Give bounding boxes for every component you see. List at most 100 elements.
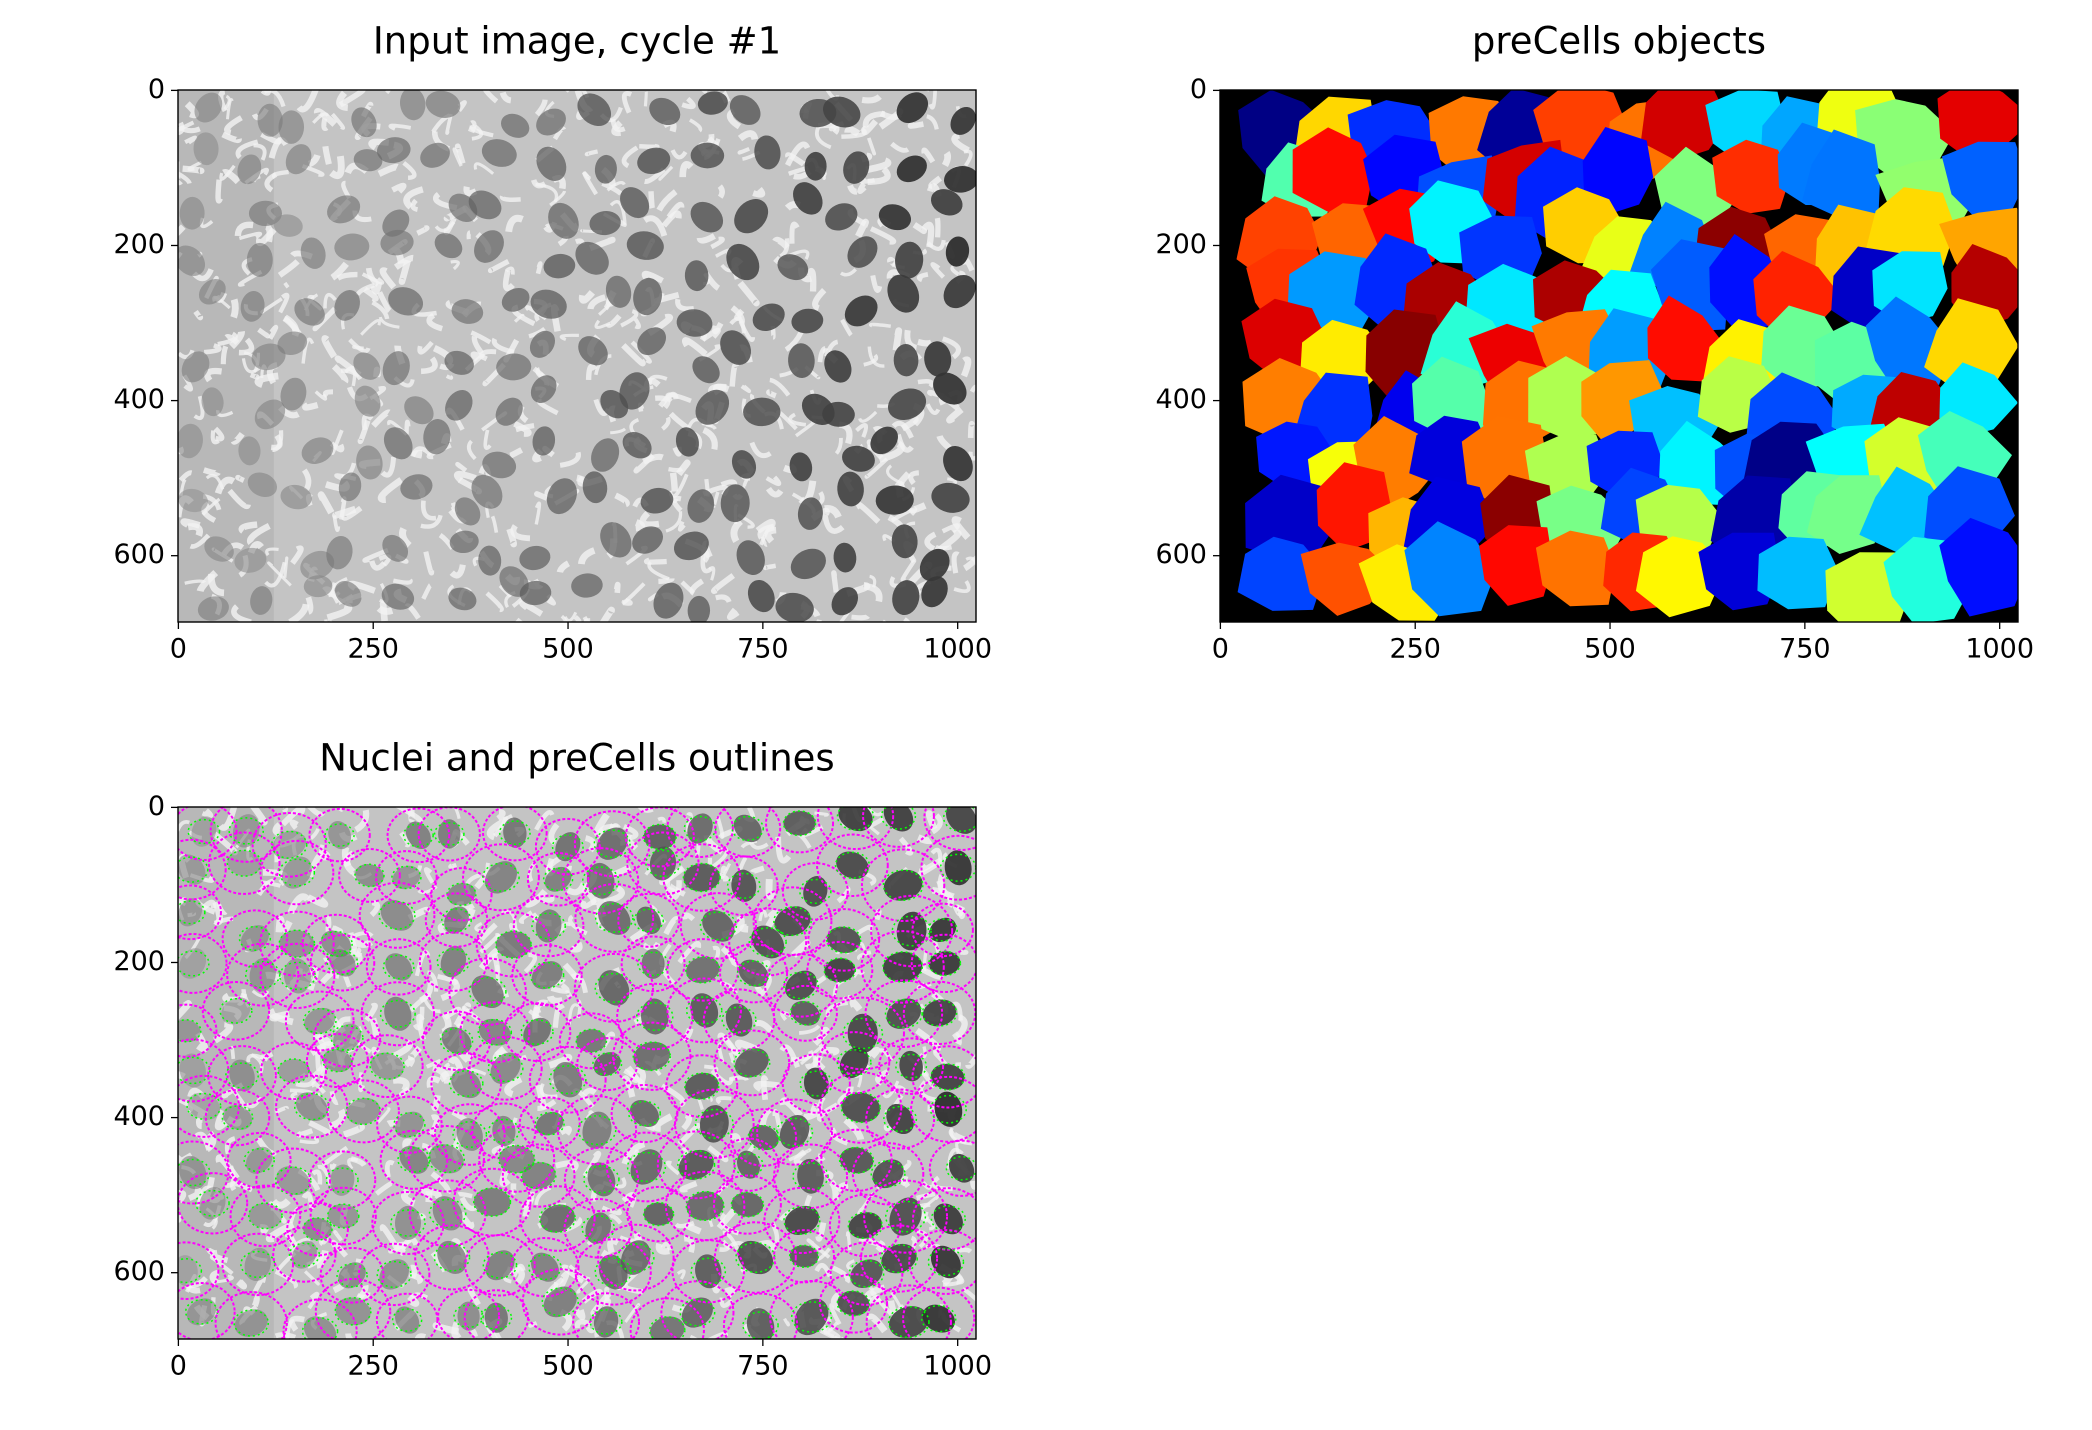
image-streak	[210, 430, 220, 445]
image-nucleus	[328, 820, 352, 850]
image-nucleus-outline	[637, 951, 669, 977]
image-nucleus	[589, 211, 621, 236]
image-nucleus	[548, 202, 579, 239]
image-streak	[552, 126, 567, 141]
image-nucleus	[600, 522, 632, 558]
image-nucleus-outline	[520, 1019, 554, 1045]
image-cell-outline	[259, 839, 335, 906]
image-nucleus	[883, 869, 923, 901]
image-nucleus	[621, 1240, 651, 1275]
x-tick-label: 750	[1779, 634, 1831, 665]
y-tick-label: 0	[148, 791, 165, 822]
image-streak	[214, 476, 236, 495]
image-nucleus	[380, 899, 414, 931]
image-streak	[392, 578, 413, 585]
image-streak	[570, 941, 583, 953]
image-streak	[720, 479, 738, 487]
image-streak	[528, 326, 546, 339]
image-streak	[814, 126, 832, 150]
image-streak	[857, 182, 867, 195]
image-cell-outline	[626, 831, 700, 896]
image-streak	[369, 560, 387, 571]
image-streak	[917, 338, 933, 347]
subplot-title: Nuclei and preCells outlines	[319, 737, 834, 780]
image-nucleus	[944, 166, 976, 193]
image-nucleus	[794, 1298, 829, 1336]
image-nucleus	[353, 352, 381, 380]
image-nucleus-outline	[773, 906, 812, 937]
image-streak	[296, 90, 319, 113]
image-streak	[775, 836, 792, 864]
image-nucleus-outline	[882, 869, 924, 902]
image-nucleus	[277, 331, 308, 356]
image-streak	[458, 1211, 475, 1230]
image-streak	[227, 488, 251, 510]
image-cell-outline	[430, 1052, 502, 1115]
image-nucleus	[543, 1286, 577, 1318]
image-streak	[218, 807, 238, 831]
image-nucleus-outline	[278, 858, 316, 887]
image-streak	[621, 343, 646, 367]
image-streak	[504, 1076, 523, 1098]
image-streak	[817, 346, 826, 363]
image-streak	[946, 406, 964, 424]
image-streak	[715, 816, 725, 839]
image-nucleus	[878, 204, 911, 231]
image-cell-outline	[865, 1284, 952, 1339]
image-nucleus-outline	[376, 1260, 412, 1289]
image-nucleus-outline	[301, 1317, 339, 1339]
image-cell-outline	[284, 990, 355, 1052]
image-nucleus-outline	[632, 1041, 672, 1072]
image-streak	[238, 231, 263, 241]
image-streak	[360, 319, 381, 336]
image-nucleus-outline	[448, 1070, 484, 1097]
x-tick-label: 1000	[923, 1351, 992, 1382]
image-streak	[925, 810, 938, 831]
image-nucleus-outline	[495, 930, 532, 959]
image-streak	[272, 822, 282, 837]
image-cell-outline	[510, 1237, 580, 1298]
image-nucleus	[729, 95, 761, 125]
image-nucleus	[870, 426, 898, 455]
image-streak	[919, 857, 943, 873]
image-streak	[325, 915, 332, 932]
image-cell-outline	[482, 807, 548, 862]
image-streak	[663, 916, 680, 936]
image-streak	[641, 941, 661, 951]
image-cell-outline	[807, 908, 881, 972]
image-nucleus	[451, 299, 484, 324]
image-nucleus	[673, 531, 709, 561]
image-streak	[812, 287, 827, 312]
image-nucleus-outline	[677, 1150, 716, 1180]
image-cell-outline	[463, 1289, 529, 1339]
image-nucleus	[734, 1048, 769, 1078]
image-streak	[560, 614, 568, 622]
image-streak	[573, 1308, 586, 1321]
image-streak	[684, 1222, 702, 1235]
image-streak	[749, 865, 765, 875]
y-tick-label: 200	[113, 229, 165, 260]
image-streak	[468, 1328, 478, 1338]
image-nucleus	[641, 948, 665, 979]
image-cell-outline	[308, 807, 371, 863]
image-streak	[230, 431, 245, 445]
image-streak	[840, 318, 853, 337]
image-streak	[340, 368, 363, 381]
image-streak	[423, 551, 435, 576]
image-nucleus	[924, 341, 952, 377]
image-nucleus-outline	[685, 996, 723, 1025]
image-nucleus	[633, 277, 662, 316]
image-cell-outline	[671, 1239, 746, 1304]
image-streak	[839, 268, 857, 277]
image-nucleus	[451, 1068, 482, 1099]
image-streak	[505, 214, 524, 233]
image-cell-outline	[818, 1031, 891, 1095]
image-streak	[621, 145, 639, 169]
image-cell-outline	[708, 855, 779, 917]
image-nucleus	[194, 92, 223, 123]
image-streak	[315, 1051, 322, 1072]
image-streak	[863, 582, 883, 603]
image-nucleus-outline	[382, 954, 415, 980]
image-nucleus	[285, 144, 312, 175]
image-nucleus-outline	[274, 1166, 312, 1195]
